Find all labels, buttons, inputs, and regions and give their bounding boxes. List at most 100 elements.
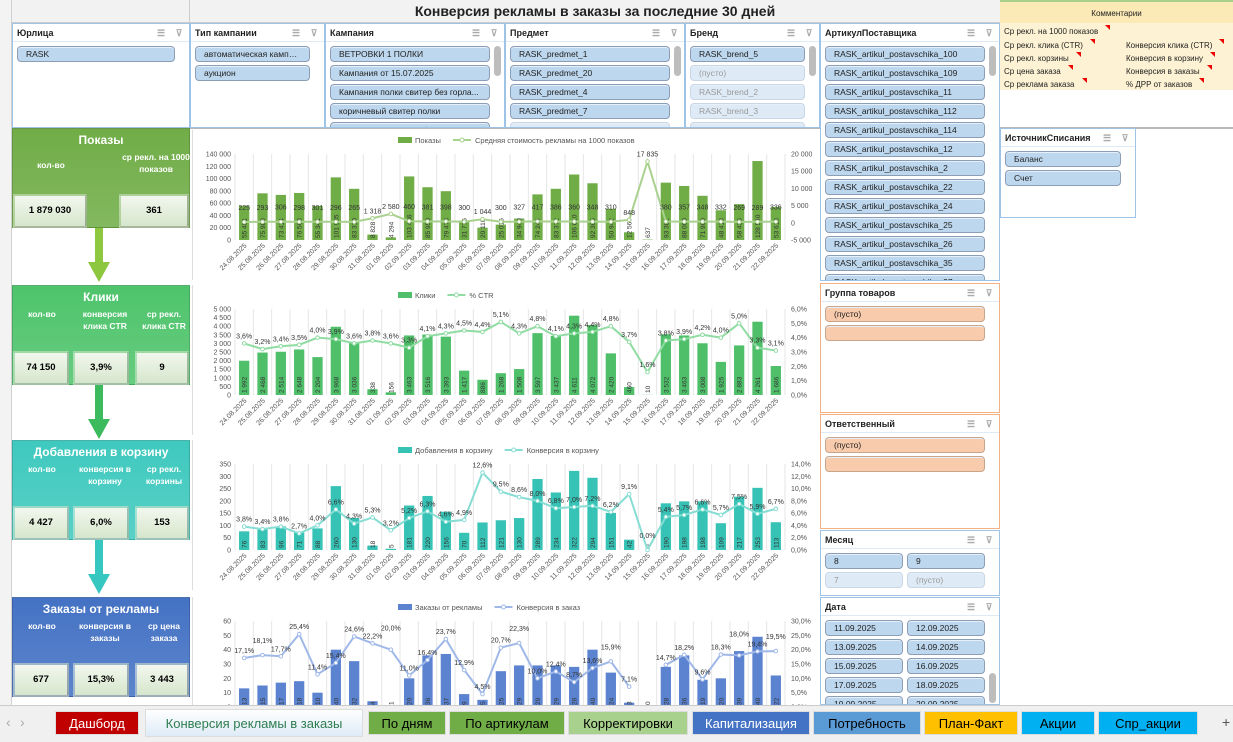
multi-select-icon[interactable]: ☰ [471,27,481,38]
slicer-item[interactable]: 13.09.2025 [825,639,903,655]
slicer-item[interactable]: RASK_artikul_postavschika_37 [825,274,985,280]
slicer-item[interactable]: 11.09.2025 [825,620,903,636]
slicer-item[interactable]: (пусто) [907,572,985,588]
slicer-item[interactable]: RASK_artikul_postavschika_22 [825,179,985,195]
slicer-item[interactable]: RASK_artikul_postavschika_12 [825,141,985,157]
clear-filter-icon[interactable]: ⊽ [175,27,183,38]
slicer-item[interactable]: 20.09.2025 [907,696,985,704]
slicer-item[interactable]: 12.09.2025 [907,620,985,636]
slicer-item[interactable]: Кампания полки свитер без горла... [330,84,490,100]
slicer-item[interactable]: RASK_predmet_4 [510,84,670,100]
tab-scroll-left-icon[interactable]: ‹ [6,714,11,730]
comment-item[interactable]: Ср реклама заказа [1004,78,1086,89]
multi-select-icon[interactable]: ☰ [966,27,976,38]
slicer-item[interactable]: RASK_artikul_postavschika_11 [825,84,985,100]
slicer-item[interactable]: RASK_artikul_postavschika_35 [825,255,985,271]
clear-filter-icon[interactable]: ⊽ [985,418,993,429]
slicer-item[interactable]: 14.09.2025 [907,639,985,655]
slicer-item[interactable]: RASK_artikul_postavschika_100 [825,46,985,62]
tab-sheet[interactable]: По артикулам [449,711,565,735]
multi-select-icon[interactable]: ☰ [966,418,976,429]
slicer-item[interactable]: 9 [907,553,985,569]
slicer-item[interactable]: RASK_brend_5 [690,46,805,62]
tab-sheet[interactable]: Акции [1021,711,1095,735]
clear-filter-icon[interactable]: ⊽ [670,27,678,38]
slicer-item[interactable]: Счет [1005,170,1121,186]
tab-sheet[interactable]: Конверсия рекламы в заказы [145,709,363,737]
tab-sheet[interactable]: Дашборд [55,711,139,735]
slicer-item[interactable]: RASK_brend_2 [690,84,805,100]
multi-select-icon[interactable]: ☰ [786,27,796,38]
comment-item[interactable]: Ср рекл. клика (CTR) [1004,39,1095,50]
slicer-item[interactable] [825,456,985,472]
slicer-item[interactable]: (пусто) [825,306,985,322]
slicer-item[interactable]: 7 [825,572,903,588]
comment-item[interactable]: Конверсия в заказы [1126,65,1212,76]
slicer-item[interactable]: Кампания от 15.07.2025 [330,65,490,81]
tab-sheet[interactable]: По дням [368,711,446,735]
slicer-item[interactable] [825,325,985,341]
slicer-item[interactable]: ПОИСК Ветровка графит [330,122,490,127]
scrollbar[interactable] [989,46,996,76]
slicer-item[interactable]: 16.09.2025 [907,658,985,674]
slicer-item[interactable]: 18.09.2025 [907,677,985,693]
slicer-item[interactable]: RASK_predmet_7 [510,103,670,119]
clear-filter-icon[interactable]: ⊽ [310,27,318,38]
slicer-item[interactable]: 8 [825,553,903,569]
slicer-item[interactable]: (пусто) [825,437,985,453]
slicer-item[interactable]: RASK_artikul_postavschika_2 [825,160,985,176]
scrollbar[interactable] [494,46,501,76]
clear-filter-icon[interactable]: ⊽ [985,287,993,298]
comment-item[interactable]: Ср рекл. корзины [1004,52,1081,63]
slicer-item[interactable]: (пусто) [690,65,805,81]
clear-filter-icon[interactable]: ⊽ [985,601,993,612]
scrollbar[interactable] [674,46,681,76]
slicer-item[interactable]: коричневый свитер полки [330,103,490,119]
slicer-item[interactable]: (пусто) [510,122,670,127]
clear-filter-icon[interactable]: ⊽ [1121,132,1129,143]
comment-item[interactable]: Ср рекл. на 1000 показов [1004,25,1111,36]
comment-item[interactable]: % ДРР от заказов [1126,78,1205,89]
clear-filter-icon[interactable]: ⊽ [985,534,993,545]
multi-select-icon[interactable]: ☰ [651,27,661,38]
slicer-item[interactable]: 19.09.2025 [825,696,903,704]
slicer-item[interactable]: RASK_artikul_postavschika_26 [825,236,985,252]
multi-select-icon[interactable]: ☰ [291,27,301,38]
slicer-item[interactable]: RASK_artikul_postavschika_114 [825,122,985,138]
slicer-item[interactable]: RASK_artikul_postavschika_25 [825,217,985,233]
slicer-item[interactable]: RASK_predmet_20 [510,65,670,81]
clear-filter-icon[interactable]: ⊽ [985,27,993,38]
multi-select-icon[interactable]: ☰ [966,534,976,545]
multi-select-icon[interactable]: ☰ [1102,132,1112,143]
comment-item[interactable]: Конверсия клика (CTR) [1126,39,1225,50]
slicer-item[interactable]: ВЕТРОВКИ 1 ПОЛКИ [330,46,490,62]
slicer-item[interactable]: 17.09.2025 [825,677,903,693]
slicer-item[interactable]: автоматическая кампания [195,46,310,62]
multi-select-icon[interactable]: ☰ [966,287,976,298]
multi-select-icon[interactable]: ☰ [156,27,166,38]
slicer-item[interactable]: RASK_artikul_postavschika_109 [825,65,985,81]
tab-sheet[interactable]: План-Факт [924,711,1018,735]
slicer-item[interactable]: RASK_brend_4 [690,122,805,127]
slicer-item[interactable]: RASK_artikul_postavschika_112 [825,103,985,119]
tab-scroll-right-icon[interactable]: › [20,714,25,730]
slicer-item[interactable]: RASK_predmet_1 [510,46,670,62]
add-sheet-icon[interactable]: + [1222,714,1231,730]
scrollbar[interactable] [809,46,816,76]
slicer-item[interactable]: аукцион [195,65,310,81]
slicer-item[interactable]: RASK_artikul_postavschika_24 [825,198,985,214]
clear-filter-icon[interactable]: ⊽ [490,27,498,38]
scrollbar[interactable] [989,673,996,703]
comment-item[interactable]: Ср цена заказа [1004,65,1073,76]
slicer-item[interactable]: 15.09.2025 [825,658,903,674]
slicer-item[interactable]: Баланс [1005,151,1121,167]
tab-sheet[interactable]: Потребность [813,711,921,735]
comment-item[interactable]: Конверсия в корзину [1126,52,1216,63]
slicer-item[interactable]: RASK [17,46,175,62]
tab-sheet[interactable]: Капитализация [692,711,810,735]
multi-select-icon[interactable]: ☰ [966,601,976,612]
tab-sheet[interactable]: Спр_акции [1098,711,1198,735]
tab-sheet[interactable]: Корректировки [568,711,688,735]
clear-filter-icon[interactable]: ⊽ [805,27,813,38]
slicer-item[interactable]: RASK_brend_3 [690,103,805,119]
